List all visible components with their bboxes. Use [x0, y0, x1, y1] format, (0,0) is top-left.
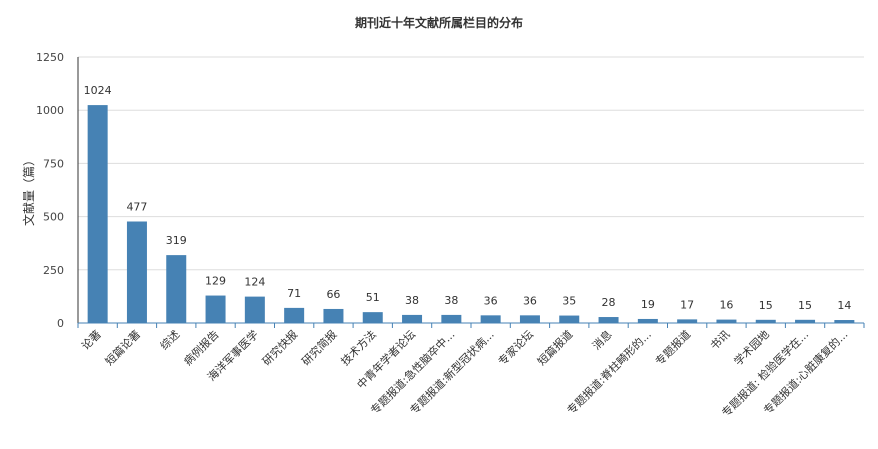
- x-tick-label: 研究简报: [299, 327, 340, 368]
- x-tick-label: 论著: [78, 327, 103, 352]
- data-label: 19: [641, 298, 655, 311]
- x-tick-label: 综述: [157, 327, 182, 352]
- bar: [677, 319, 698, 323]
- data-label: 38: [444, 294, 458, 307]
- data-label: 129: [205, 275, 226, 288]
- bar: [323, 308, 344, 323]
- data-label: 71: [287, 287, 301, 300]
- bar: [795, 319, 816, 323]
- data-label: 124: [244, 276, 265, 289]
- bar: [87, 105, 108, 323]
- x-tick-label: 短篇论著: [102, 327, 143, 368]
- bar: [441, 314, 462, 323]
- bars: [87, 105, 855, 323]
- bar: [480, 315, 501, 323]
- value-labels: 1024 477 319 129 124 71 66 51 38 38 36 36 35 28 19 17 16…: [84, 84, 852, 312]
- bar: [598, 317, 619, 323]
- y-tick-label: 750: [43, 157, 64, 170]
- y-tick-labels: 0 250 500 750 1000 1250: [36, 51, 64, 330]
- bar: [126, 221, 147, 323]
- axes: [77, 57, 865, 328]
- data-label: 477: [126, 200, 147, 213]
- y-tick-label: 1250: [36, 51, 64, 64]
- bar: [834, 320, 855, 323]
- data-label: 15: [798, 299, 812, 312]
- bar: [244, 296, 265, 323]
- y-tick-label: 250: [43, 264, 64, 277]
- bar: [637, 318, 658, 323]
- chart-title: 期刊近十年文献所属栏目的分布: [354, 16, 523, 30]
- data-label: 1024: [84, 84, 112, 97]
- bar: [519, 315, 540, 323]
- x-tick-label: 专题报道: [652, 327, 693, 368]
- x-tick-label: 书讯: [708, 328, 733, 353]
- data-label: 38: [405, 294, 419, 307]
- data-label: 319: [166, 234, 187, 247]
- y-axis-label: 文献量（篇）: [21, 154, 36, 226]
- bar: [716, 319, 737, 323]
- data-label: 28: [602, 296, 616, 309]
- data-label: 14: [837, 299, 851, 312]
- x-tick-label: 消息: [589, 327, 614, 352]
- x-tick-label: 病例报告: [181, 327, 222, 368]
- data-label: 16: [719, 299, 733, 312]
- bar: [402, 314, 423, 323]
- y-tick-label: 1000: [36, 104, 64, 117]
- data-label: 35: [562, 295, 576, 308]
- bar: [284, 307, 305, 323]
- data-label: 17: [680, 298, 694, 311]
- data-label: 66: [326, 288, 340, 301]
- grid-lines: [78, 56, 864, 271]
- x-tick-label: 技术方法: [338, 327, 379, 368]
- bar: [362, 312, 383, 323]
- bar: [559, 315, 580, 323]
- y-tick-label: 0: [57, 317, 64, 330]
- bar: [755, 319, 776, 323]
- x-tick-label: 专家论坛: [495, 327, 536, 368]
- x-tick-label: 短篇报道: [534, 327, 575, 368]
- data-label: 15: [759, 299, 773, 312]
- data-label: 51: [366, 291, 380, 304]
- x-tick-label: 学术园地: [731, 327, 772, 368]
- data-label: 36: [523, 294, 537, 307]
- bar: [205, 295, 226, 323]
- y-tick-label: 500: [43, 211, 64, 224]
- x-tick-label: 研究快报: [259, 327, 300, 368]
- data-label: 36: [484, 294, 498, 307]
- bar: [166, 255, 187, 323]
